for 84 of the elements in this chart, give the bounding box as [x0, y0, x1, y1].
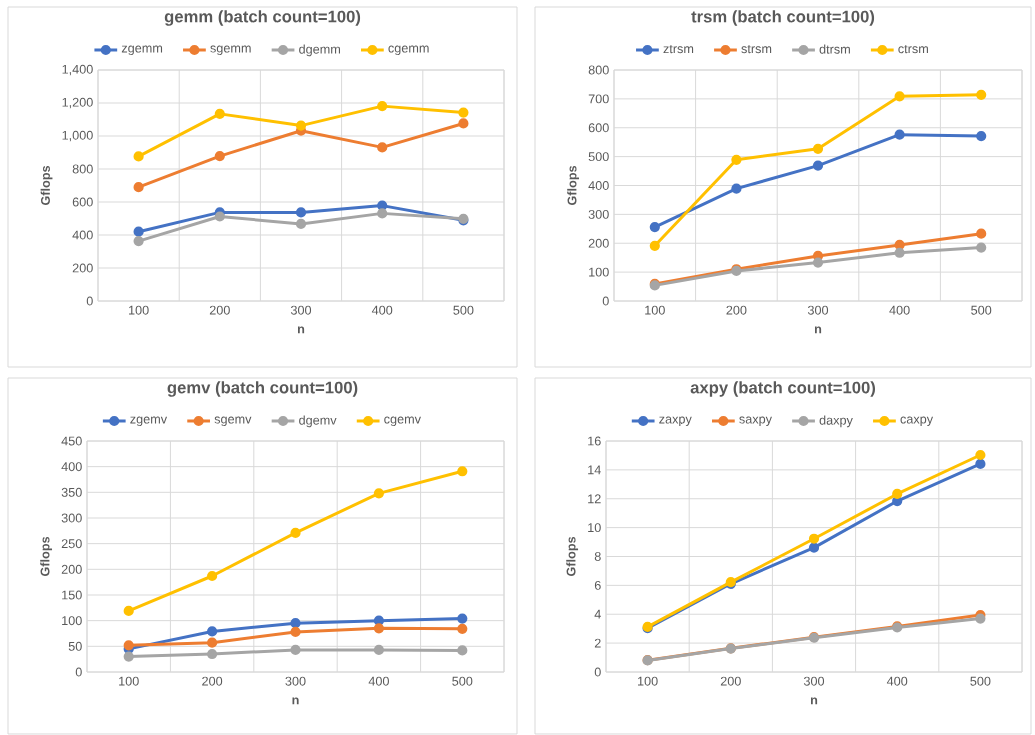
legend-label: dgemm [299, 44, 340, 57]
legend-label: saxpy [739, 416, 772, 427]
x-tick-label: 300 [290, 305, 312, 315]
y-tick-label: 4 [594, 609, 601, 619]
legend-label: ztrsm [663, 44, 694, 54]
y-tick-label: 250 [61, 539, 82, 549]
y-tick-label: 0 [75, 667, 82, 677]
y-tick-label: 200 [61, 564, 82, 574]
legend-label: cgemv [384, 416, 421, 427]
x-axis-title: n [292, 697, 299, 705]
y-tick-label: 0 [602, 296, 609, 306]
x-tick-label: 400 [368, 676, 389, 686]
legend-label: strsm [741, 44, 772, 54]
legend-label: sgemm [210, 45, 251, 56]
y-tick-label: 700 [588, 94, 609, 104]
y-axis-title: Gflops [567, 165, 580, 206]
legend-label: sgemv [214, 416, 252, 427]
legend-label: zgemm [121, 45, 163, 56]
y-axis-title: Gflops [566, 536, 579, 577]
x-tick-label: 300 [285, 676, 306, 686]
y-tick-label: 16 [588, 436, 601, 446]
y-tick-label: 1,000 [62, 130, 93, 142]
y-tick-label: 600 [72, 197, 93, 207]
y-tick-label: 450 [61, 436, 82, 446]
x-tick-label: 100 [638, 676, 658, 686]
legend-label: cgemm [388, 45, 429, 56]
y-tick-label: 500 [588, 152, 609, 162]
chart-title: axpy (batch count=100) [690, 381, 876, 397]
y-tick-label: 10 [588, 523, 601, 533]
legend-label: ctrsm [898, 44, 928, 54]
y-tick-label: 0 [594, 667, 601, 677]
y-tick-label: 800 [588, 65, 609, 75]
x-tick-label: 300 [807, 305, 829, 315]
y-tick-label: 300 [588, 209, 609, 219]
x-tick-label: 500 [970, 676, 991, 686]
y-tick-label: 0 [86, 296, 93, 306]
y-tick-label: 6 [594, 580, 601, 590]
y-axis-title: Gflops [40, 536, 53, 577]
y-tick-label: 200 [72, 263, 93, 273]
y-tick-label: 200 [588, 238, 609, 248]
x-tick-label: 200 [202, 676, 223, 686]
y-tick-label: 400 [72, 230, 93, 240]
x-axis-title: n [297, 326, 305, 334]
x-tick-label: 100 [129, 305, 149, 315]
y-tick-label: 400 [61, 462, 82, 472]
y-tick-label: 300 [61, 513, 82, 523]
y-tick-label: 1,400 [62, 64, 93, 76]
y-tick-label: 8 [594, 552, 601, 561]
x-tick-label: 500 [453, 305, 474, 315]
y-tick-label: 12 [588, 494, 601, 504]
x-tick-label: 400 [371, 305, 393, 315]
chart-title: gemm (batch count=100) [164, 10, 361, 26]
y-tick-label: 2 [594, 638, 601, 648]
x-tick-label: 100 [645, 305, 665, 315]
chart-title: gemv (batch count=100) [167, 381, 358, 397]
x-tick-label: 200 [726, 305, 747, 315]
y-tick-label: 50 [68, 641, 82, 651]
legend-label: caxpy [900, 416, 934, 427]
x-axis-title: n [814, 326, 822, 334]
x-tick-label: 500 [971, 305, 992, 315]
legend-label: dtrsm [819, 44, 850, 54]
x-tick-label: 300 [803, 676, 825, 686]
legend-label: zaxpy [659, 416, 692, 427]
y-axis-title: Gflops [40, 165, 53, 206]
y-tick-label: 100 [62, 616, 82, 626]
chart-title: trsm (batch count=100) [691, 10, 875, 26]
y-tick-label: 400 [588, 181, 609, 190]
y-tick-label: 800 [72, 164, 93, 174]
x-tick-label: 100 [119, 676, 139, 686]
y-tick-label: 100 [589, 267, 609, 277]
x-tick-label: 400 [889, 305, 910, 315]
x-axis-title: n [810, 697, 818, 705]
legend-label: zgemv [130, 416, 168, 427]
legend-label: daxpy [819, 415, 853, 428]
x-tick-label: 200 [209, 305, 230, 315]
y-tick-label: 1,200 [62, 97, 93, 109]
x-tick-label: 400 [886, 676, 908, 686]
legend-label: dgemv [299, 415, 337, 428]
y-tick-label: 14 [588, 465, 601, 475]
y-tick-label: 600 [588, 123, 609, 133]
x-tick-label: 500 [452, 676, 473, 686]
x-tick-label: 200 [720, 676, 741, 686]
y-tick-label: 150 [62, 590, 82, 600]
y-tick-label: 350 [61, 487, 82, 497]
